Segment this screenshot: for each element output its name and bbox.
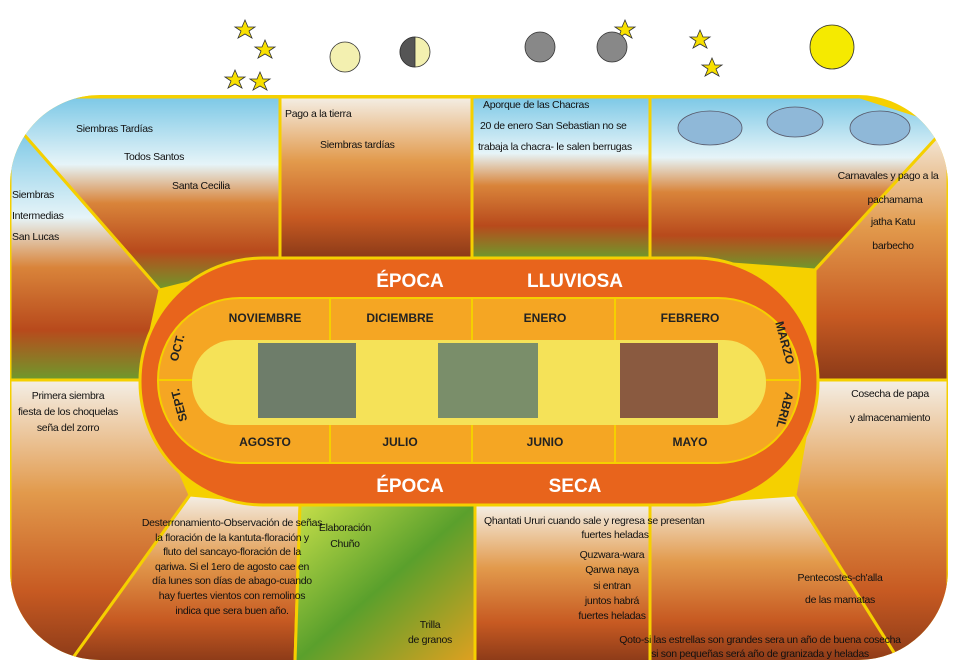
panel-text: Qhantati Ururi cuando sale y regresa se … [484, 515, 705, 527]
panel-text: Aporque de las Chacras [483, 99, 589, 111]
panel-text: Quzwara-wara [580, 549, 645, 561]
photo [620, 343, 718, 418]
panel-text: Carnavales y pago a la [838, 170, 939, 182]
panel-text: Siembras tardías [320, 139, 395, 151]
panel-text: Pentecostes-ch'alla [797, 572, 882, 584]
panel-text: fuertes heladas [578, 610, 645, 622]
month: DICIEMBRE [366, 311, 433, 325]
panel-text: Intermedias [12, 210, 64, 222]
panel-text: hay fuertes vientos con remolinos [159, 590, 306, 602]
panel-text: Cosecha de papa [851, 388, 929, 400]
panel-text: Siembras Tardías [76, 123, 153, 135]
panel-text: jatha Katu [870, 216, 916, 228]
season-label: ÉPOCA [376, 270, 444, 292]
sky-decor [225, 20, 854, 90]
panel-text: fiesta de los choquelas [18, 406, 118, 418]
panel-text: Primera siembra [32, 390, 105, 402]
month: NOVIEMBRE [229, 311, 302, 325]
season-label: LLUVIOSA [527, 271, 623, 292]
panel-text: fluto del sancayo-floración de la [163, 546, 301, 558]
panel-text: seña del zorro [37, 422, 100, 434]
month: ENERO [524, 311, 567, 325]
month: JUNIO [527, 435, 564, 449]
panel-text: y almacenamiento [850, 412, 931, 424]
panel-text: Siembras [12, 189, 54, 201]
panel-text: Pago a la tierra [285, 108, 352, 120]
panel-text: qariwa. Si el 1ero de agosto cae en [155, 561, 310, 573]
panel-text: 20 de enero San Sebastian no se [480, 120, 627, 132]
panel-text: Todos Santos [124, 151, 184, 163]
panel-text: Qarwa naya [585, 564, 639, 576]
panel-text: pachamama [867, 194, 923, 206]
season-label: ÉPOCA [376, 475, 444, 497]
panel-text: la floración de la kantuta-floración y [155, 532, 310, 544]
panel-text: Trilla [420, 619, 441, 631]
photo [258, 343, 356, 418]
panel-text: Desterronamiento-Observación de señas [142, 517, 322, 529]
panel-text: de las mamatas [805, 594, 875, 606]
season-label: SECA [549, 476, 602, 497]
panel-text: si son pequeñas será año de granizada y … [651, 648, 869, 660]
panel-text: trabaja la chacra- le salen berrugas [478, 141, 632, 153]
panel-text: Chuño [330, 538, 360, 550]
month: JULIO [382, 435, 417, 449]
photo [438, 343, 538, 418]
panel-text: fuertes heladas [581, 529, 648, 541]
panel-text: Elaboración [319, 522, 372, 534]
panel-text: Qoto-si las estrellas son grandes sera u… [619, 634, 901, 646]
month: FEBRERO [661, 311, 720, 325]
month: AGOSTO [239, 435, 291, 449]
panel-text: de granos [408, 634, 452, 646]
panel-text: juntos habrá [584, 595, 640, 607]
panel-text: barbecho [872, 240, 914, 252]
panel-text: Santa Cecilia [172, 180, 230, 192]
panel-text: San Lucas [12, 231, 59, 243]
panel-text: indica que sera buen año. [175, 605, 288, 617]
panel-text: si entran [593, 580, 631, 592]
calendar: ÉPOCA LLUVIOSA ÉPOCA SECA NOVIEMBRE DICI… [0, 0, 956, 662]
month: MAYO [673, 435, 708, 449]
panel-text: día lunes son días de abago-cuando [152, 575, 312, 587]
